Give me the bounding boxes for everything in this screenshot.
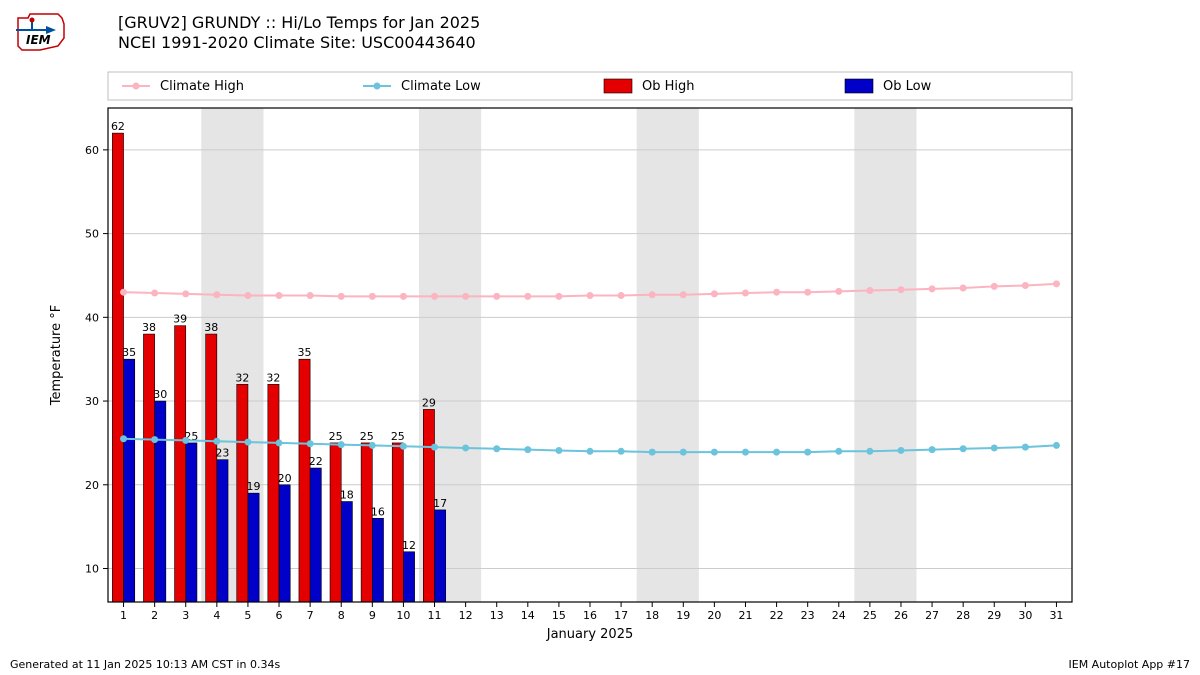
svg-text:30: 30: [1018, 609, 1032, 622]
svg-text:18: 18: [340, 489, 354, 502]
svg-text:4: 4: [213, 609, 220, 622]
svg-text:1: 1: [120, 609, 127, 622]
svg-text:50: 50: [85, 228, 99, 241]
svg-text:62: 62: [111, 120, 125, 133]
svg-text:31: 31: [1049, 609, 1063, 622]
svg-text:13: 13: [490, 609, 504, 622]
svg-text:40: 40: [85, 311, 99, 324]
svg-text:38: 38: [142, 321, 156, 334]
svg-text:10: 10: [85, 563, 99, 576]
svg-text:29: 29: [422, 396, 436, 409]
svg-text:Climate High: Climate High: [160, 79, 244, 94]
temperature-chart: 1020304050601234567891011121314151617181…: [0, 0, 1200, 675]
svg-text:25: 25: [329, 430, 343, 443]
svg-text:27: 27: [925, 609, 939, 622]
svg-text:24: 24: [832, 609, 846, 622]
svg-text:15: 15: [552, 609, 566, 622]
svg-text:Climate Low: Climate Low: [401, 79, 481, 94]
svg-text:29: 29: [987, 609, 1001, 622]
svg-text:32: 32: [266, 371, 280, 384]
svg-text:25: 25: [391, 430, 405, 443]
svg-text:12: 12: [459, 609, 473, 622]
svg-text:20: 20: [85, 479, 99, 492]
svg-text:25: 25: [360, 430, 374, 443]
svg-text:12: 12: [402, 539, 416, 552]
svg-text:30: 30: [85, 395, 99, 408]
svg-text:[GRUV2] GRUNDY :: Hi/Lo Temps: [GRUV2] GRUNDY :: Hi/Lo Temps for Jan 20…: [118, 13, 480, 32]
svg-text:11: 11: [428, 609, 442, 622]
svg-text:18: 18: [645, 609, 659, 622]
svg-text:2: 2: [151, 609, 158, 622]
svg-text:Ob High: Ob High: [642, 79, 695, 94]
svg-text:16: 16: [583, 609, 597, 622]
svg-text:7: 7: [307, 609, 314, 622]
svg-text:8: 8: [338, 609, 345, 622]
svg-text:39: 39: [173, 313, 187, 326]
svg-text:16: 16: [371, 505, 385, 518]
svg-text:22: 22: [309, 455, 323, 468]
svg-text:NCEI 1991-2020 Climate Site: U: NCEI 1991-2020 Climate Site: USC00443640: [118, 33, 476, 52]
svg-text:20: 20: [707, 609, 721, 622]
svg-text:14: 14: [521, 609, 535, 622]
svg-text:6: 6: [276, 609, 283, 622]
svg-text:10: 10: [396, 609, 410, 622]
svg-text:38: 38: [204, 321, 218, 334]
svg-text:20: 20: [278, 472, 292, 485]
svg-text:5: 5: [244, 609, 251, 622]
svg-text:23: 23: [801, 609, 815, 622]
svg-text:22: 22: [770, 609, 784, 622]
svg-text:60: 60: [85, 144, 99, 157]
svg-text:January 2025: January 2025: [546, 627, 634, 642]
svg-text:23: 23: [215, 447, 229, 460]
svg-text:19: 19: [676, 609, 690, 622]
svg-text:32: 32: [235, 371, 249, 384]
svg-text:3: 3: [182, 609, 189, 622]
svg-text:35: 35: [122, 346, 136, 359]
svg-text:17: 17: [614, 609, 628, 622]
svg-text:30: 30: [153, 388, 167, 401]
svg-text:26: 26: [894, 609, 908, 622]
svg-text:21: 21: [738, 609, 752, 622]
svg-text:9: 9: [369, 609, 376, 622]
footer-appid: IEM Autoplot App #17: [1069, 658, 1191, 671]
svg-text:Ob Low: Ob Low: [883, 79, 932, 94]
svg-text:17: 17: [433, 497, 447, 510]
footer-generated: Generated at 11 Jan 2025 10:13 AM CST in…: [10, 658, 280, 671]
svg-text:28: 28: [956, 609, 970, 622]
svg-text:35: 35: [298, 346, 312, 359]
svg-text:25: 25: [863, 609, 877, 622]
svg-text:19: 19: [247, 480, 261, 493]
svg-text:Temperature °F: Temperature °F: [49, 305, 64, 406]
